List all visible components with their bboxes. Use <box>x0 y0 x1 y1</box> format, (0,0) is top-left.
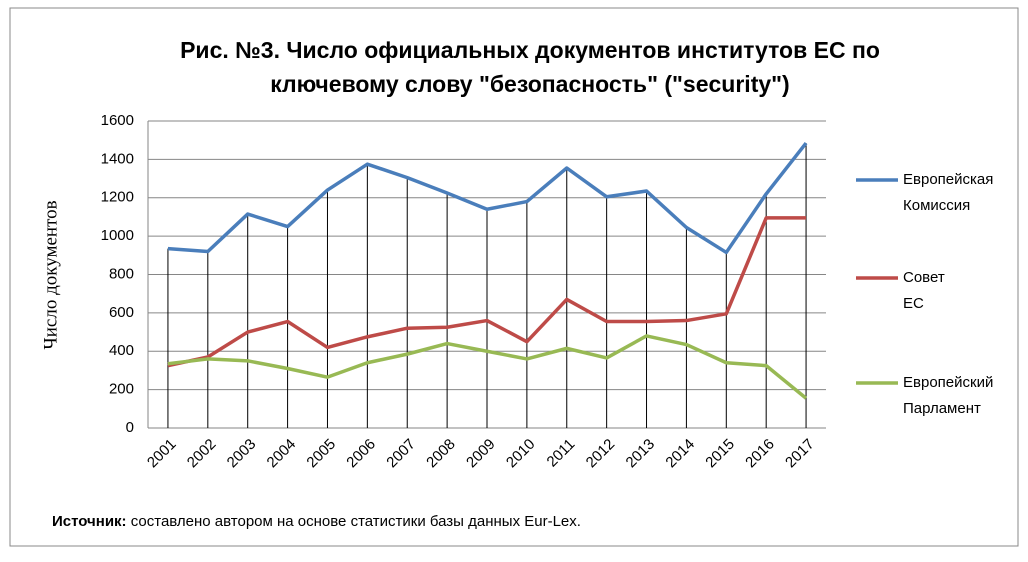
series-line <box>167 216 807 368</box>
y-tick-label: 600 <box>109 304 134 321</box>
series-line <box>167 334 808 400</box>
y-tick-label: 1200 <box>101 189 134 206</box>
source-text: составлено автором на основе статистики … <box>131 513 581 530</box>
y-tick-label: 800 <box>109 265 134 282</box>
y-tick-label: 1000 <box>101 227 134 244</box>
legend-label: Совет ЕС <box>903 269 945 312</box>
series-line <box>167 141 808 255</box>
legend-label: Европейская Комиссия <box>903 171 993 214</box>
y-tick-label: 0 <box>126 419 134 436</box>
y-tick-label: 200 <box>109 381 134 398</box>
source-label: Источник: <box>52 513 127 530</box>
y-tick-label: 1600 <box>101 112 134 129</box>
y-tick-label: 400 <box>109 342 134 359</box>
chart-title: ключевому слову "безопасность" ("securit… <box>270 71 789 97</box>
source: Источник: составлено автором на основе с… <box>52 513 581 530</box>
y-axis-label: Число документов <box>40 200 61 349</box>
legend-label: Европейский Парламент <box>903 374 993 417</box>
y-tick-label: 1400 <box>101 150 134 167</box>
chart-title: Рис. №3. Число официальных документов ин… <box>180 37 880 63</box>
frame <box>9 7 1019 547</box>
